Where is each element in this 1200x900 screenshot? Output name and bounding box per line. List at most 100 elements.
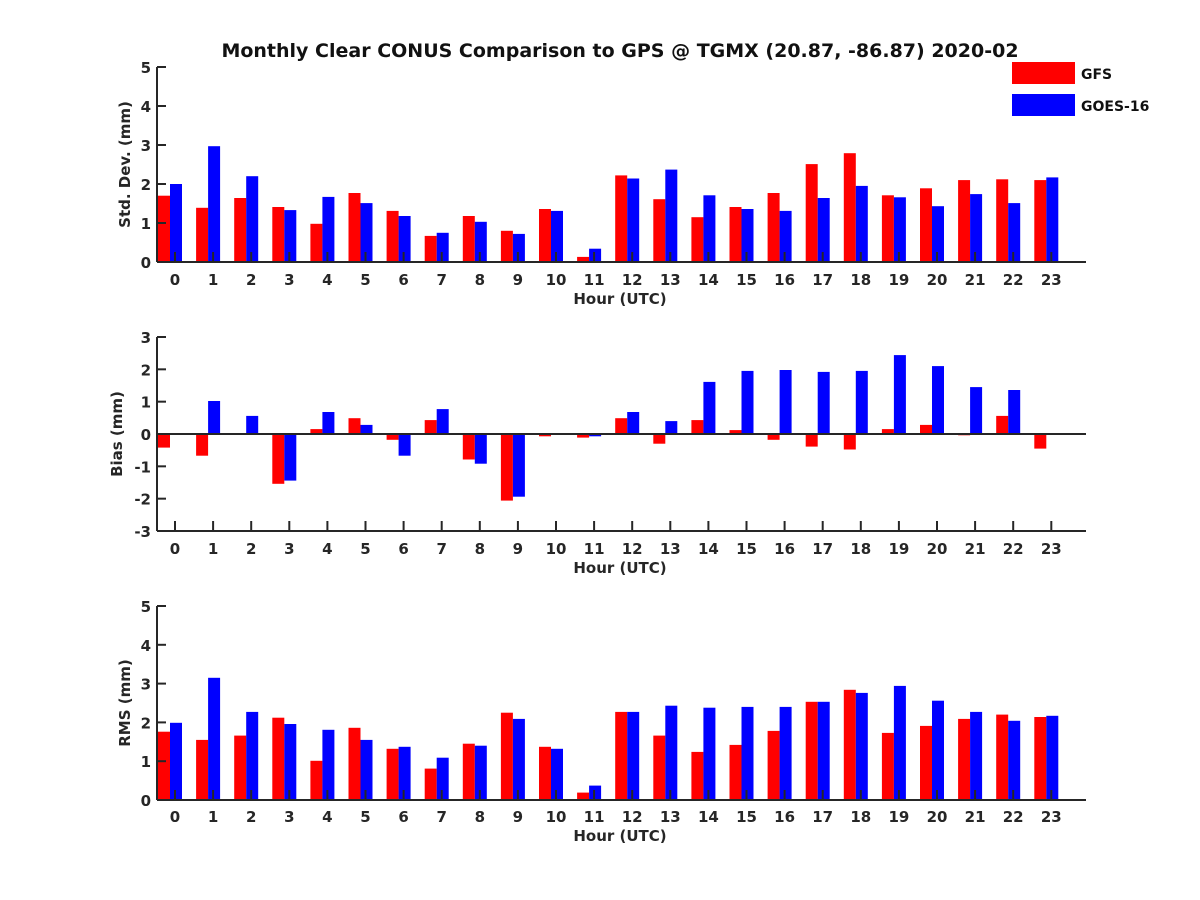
bias-x-tick-label: 1 [208, 540, 218, 558]
bias-bar-gfs-hour-19 [881, 429, 894, 434]
std-dev-x-tick-label: 11 [584, 271, 605, 289]
std-dev-x-tick-label: 17 [812, 271, 833, 289]
bias-x-tick-label: 19 [888, 540, 909, 558]
bias-bar-goes16-hour-3 [284, 434, 297, 481]
bias-bar-gfs-hour-23 [1034, 434, 1047, 449]
bias-bar-gfs-hour-7 [424, 420, 437, 434]
rms-x-tick-label: 15 [736, 808, 757, 826]
std-dev-bar-gfs-hour-22 [996, 179, 1009, 262]
bias-x-tick-label: 6 [398, 540, 408, 558]
bias-x-tick-label: 22 [1003, 540, 1024, 558]
rms-bar-gfs-hour-6 [386, 748, 399, 800]
bias-bar-gfs-hour-20 [920, 424, 932, 434]
rms-bar-goes16-hour-5 [360, 739, 373, 800]
std-dev-bar-goes16-hour-22 [1008, 203, 1021, 262]
rms-bar-gfs-hour-11 [577, 792, 590, 800]
std-dev-bar-gfs-hour-14 [691, 217, 704, 262]
rms-bar-gfs-hour-5 [348, 727, 361, 800]
rms-bar-goes16-hour-20 [932, 700, 944, 800]
rms-x-tick-label: 11 [584, 808, 605, 826]
bias-x-tick-label: 3 [284, 540, 294, 558]
rms-bar-goes16-hour-23 [1046, 715, 1059, 800]
bias-bar-goes16-hour-21 [970, 387, 983, 434]
bias-bar-gfs-hour-10 [539, 434, 551, 437]
bias-bar-gfs-hour-3 [272, 434, 285, 484]
bias-y-tick-label: -2 [134, 491, 151, 509]
bias-x-tick-label: 10 [546, 540, 567, 558]
std-dev-bar-gfs-hour-2 [234, 198, 247, 262]
std-dev-y-tick-label: 3 [141, 137, 151, 155]
bias-y-axis-label: Bias (mm) [108, 391, 126, 477]
legend: GFS GOES-16 [1012, 62, 1149, 116]
bias-bar-goes16-hour-16 [779, 370, 792, 434]
bias-bar-gfs-hour-14 [691, 420, 704, 434]
bias-bar-goes16-hour-20 [932, 366, 944, 434]
std-dev-y-axis-label: Std. Dev. (mm) [116, 101, 134, 228]
bias-bar-gfs-hour-0 [158, 434, 170, 448]
std-dev-bar-goes16-hour-4 [322, 196, 335, 262]
std-dev-bar-gfs-hour-10 [539, 209, 551, 262]
rms-bar-gfs-hour-12 [615, 711, 628, 800]
rms-bar-goes16-hour-4 [322, 729, 335, 800]
std-dev-y-tick-label: 4 [141, 98, 151, 116]
std-dev-y-tick-label: 5 [141, 59, 151, 77]
bias-x-tick-label: 2 [246, 540, 256, 558]
std-dev-bar-gfs-hour-20 [920, 188, 932, 262]
std-dev-bar-gfs-hour-9 [500, 230, 513, 262]
std-dev-bar-gfs-hour-16 [767, 193, 780, 262]
bias-bar-gfs-hour-17 [805, 434, 818, 447]
rms-bar-goes16-hour-0 [170, 722, 182, 800]
rms-bar-gfs-hour-18 [843, 689, 856, 800]
bias-x-tick-label: 7 [436, 540, 446, 558]
bias-bar-goes16-hour-6 [398, 434, 411, 456]
rms-x-tick-label: 16 [774, 808, 795, 826]
rms-x-tick-label: 22 [1003, 808, 1024, 826]
std-dev-bar-gfs-hour-8 [462, 216, 475, 262]
bias-bar-goes16-hour-19 [893, 355, 906, 434]
bias-y-tick-label: 3 [141, 329, 151, 347]
rms-x-tick-label: 21 [965, 808, 986, 826]
std-dev-x-tick-label: 5 [360, 271, 370, 289]
rms-bar-goes16-hour-22 [1008, 720, 1021, 800]
rms-x-tick-label: 13 [660, 808, 681, 826]
std-dev-bar-goes16-hour-16 [779, 210, 792, 262]
bias-bar-goes16-hour-17 [817, 371, 830, 434]
rms-x-tick-label: 5 [360, 808, 370, 826]
std-dev-bar-goes16-hour-10 [551, 210, 563, 262]
rms-bar-goes16-hour-10 [551, 748, 563, 800]
bias-x-axis-label: Hour (UTC) [573, 559, 666, 577]
rms-bar-gfs-hour-17 [805, 701, 818, 800]
bias-bar-goes16-hour-14 [703, 381, 716, 434]
bias-bar-gfs-hour-22 [996, 415, 1009, 434]
bias-bar-gfs-hour-4 [310, 429, 323, 434]
bias-x-tick-label: 20 [927, 540, 948, 558]
bias-x-tick-label: 5 [360, 540, 370, 558]
rms-x-tick-label: 12 [622, 808, 643, 826]
std-dev-bar-gfs-hour-4 [310, 223, 323, 262]
std-dev-x-tick-label: 13 [660, 271, 681, 289]
std-dev-bar-goes16-hour-2 [246, 176, 259, 262]
std-dev-bar-goes16-hour-17 [817, 198, 830, 262]
bias-x-tick-label: 8 [475, 540, 485, 558]
rms-bar-goes16-hour-12 [627, 711, 640, 800]
bias-x-tick-label: 23 [1041, 540, 1062, 558]
std-dev-y-tick-label: 2 [141, 176, 151, 194]
rms-bar-goes16-hour-1 [208, 677, 221, 800]
std-dev-x-tick-label: 7 [436, 271, 446, 289]
std-dev-bar-goes16-hour-19 [893, 197, 906, 262]
legend-label-goes16: GOES-16 [1081, 99, 1149, 115]
std-dev-bar-goes16-hour-5 [360, 203, 373, 262]
rms-bar-goes16-hour-7 [436, 757, 449, 800]
rms-bar-gfs-hour-16 [767, 730, 780, 800]
rms-bar-gfs-hour-7 [424, 768, 437, 800]
rms-bar-gfs-hour-1 [196, 739, 209, 800]
rms-x-tick-label: 2 [246, 808, 256, 826]
std-dev-bar-gfs-hour-23 [1034, 180, 1047, 262]
bias-bar-gfs-hour-16 [767, 434, 780, 440]
std-dev-bar-goes16-hour-8 [474, 221, 487, 262]
rms-x-tick-label: 23 [1041, 808, 1062, 826]
std-dev-bar-gfs-hour-19 [881, 195, 894, 262]
std-dev-bar-gfs-hour-0 [158, 195, 170, 262]
